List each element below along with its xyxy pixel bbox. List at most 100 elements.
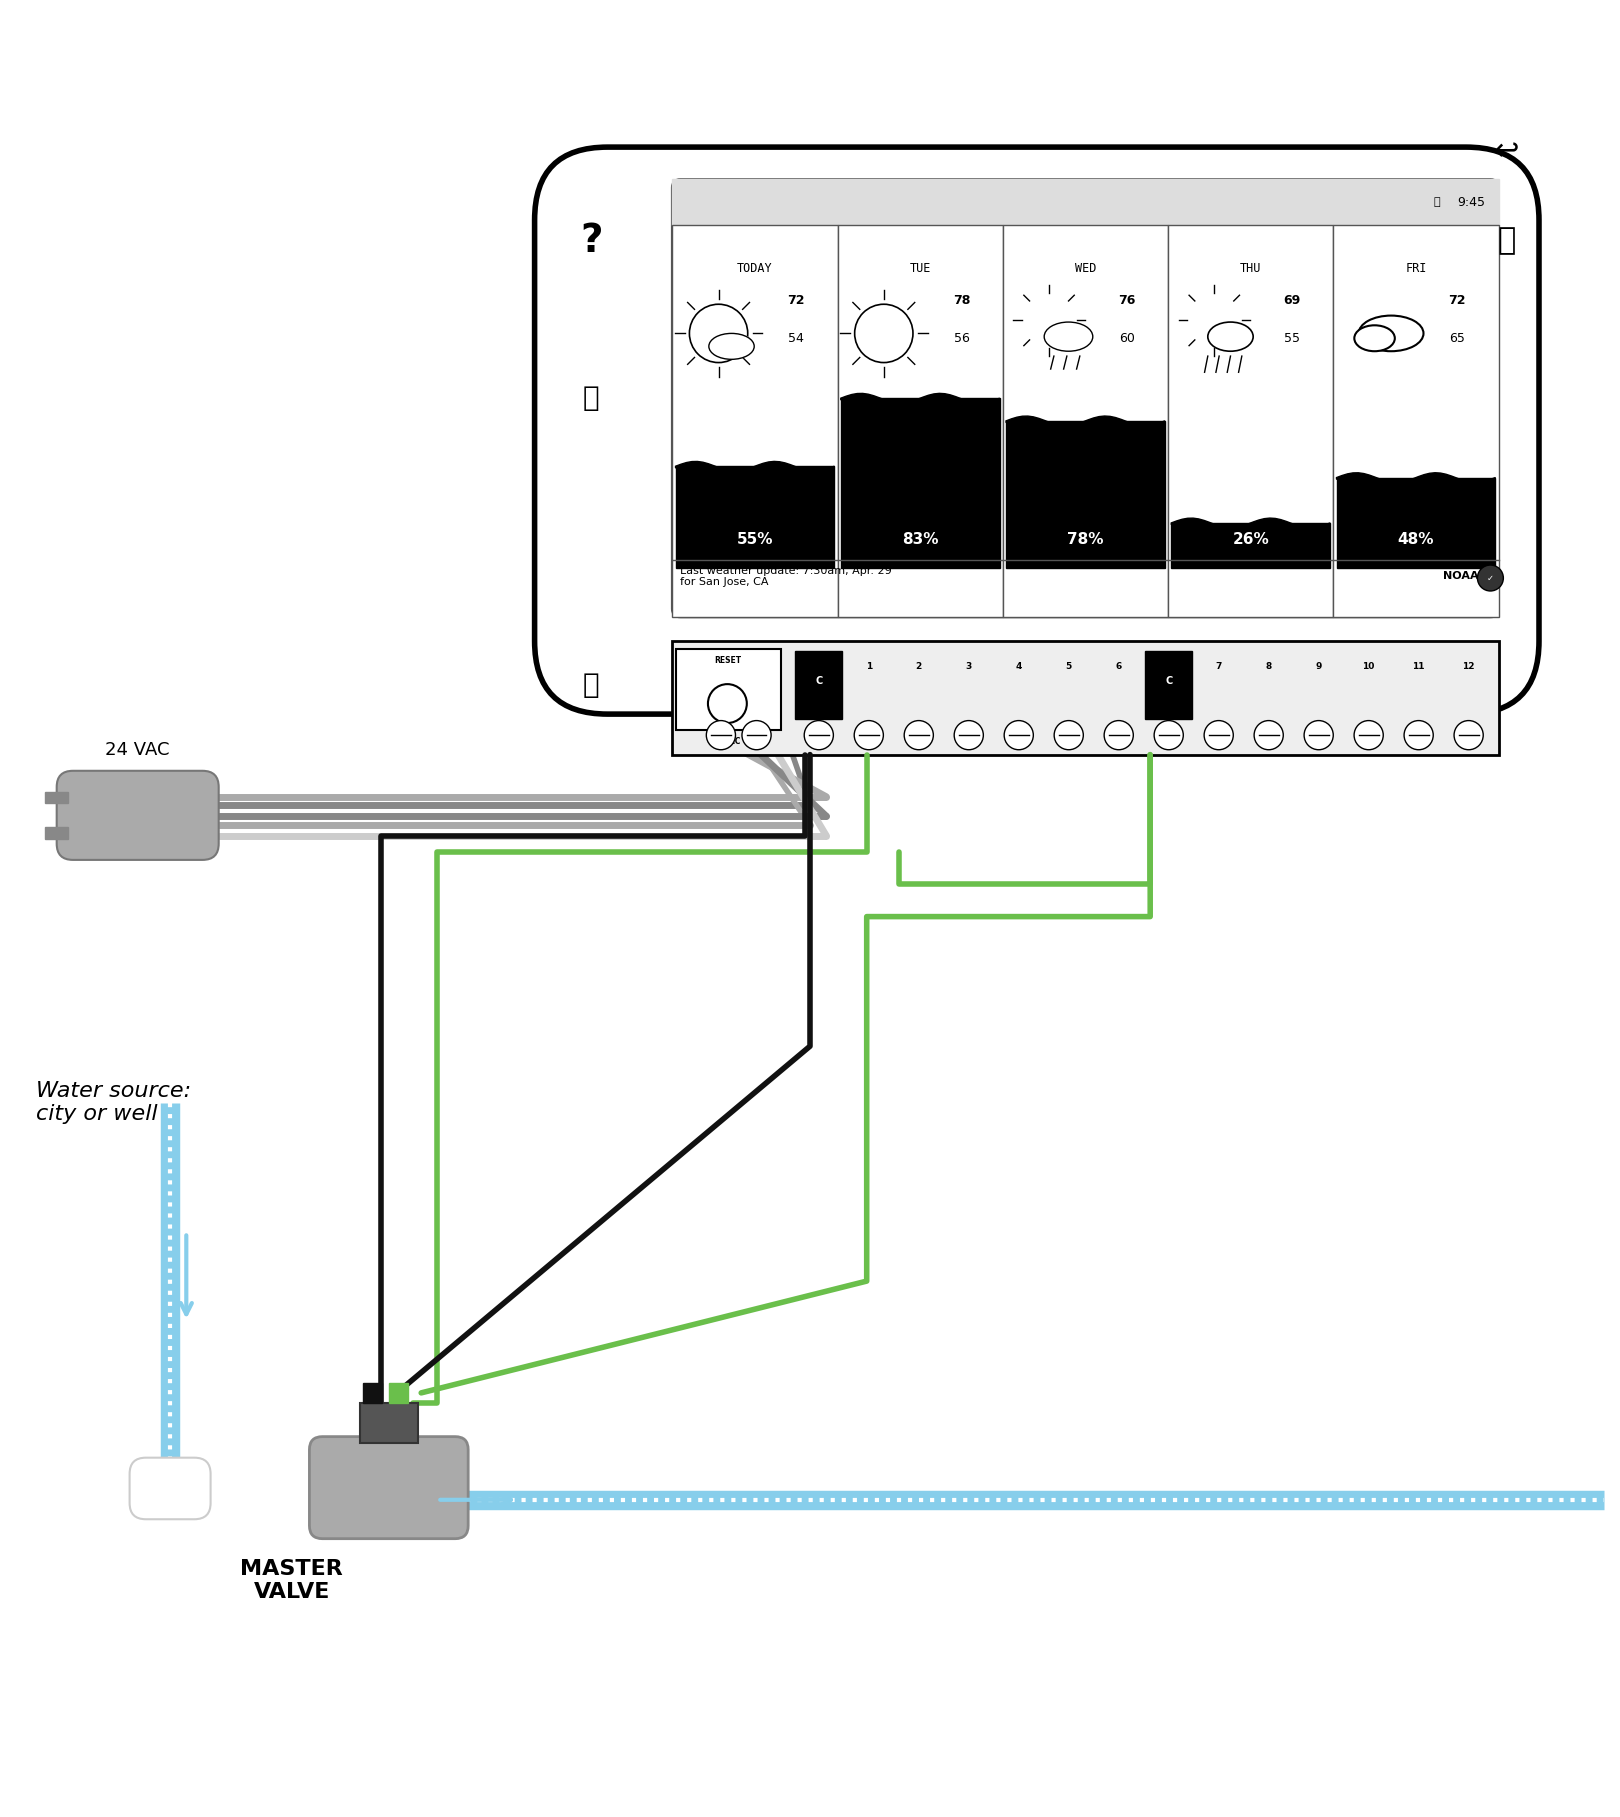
Text: 1: 1 xyxy=(865,661,872,670)
Circle shape xyxy=(1055,721,1084,750)
Bar xyxy=(1171,523,1330,569)
Text: 6: 6 xyxy=(1116,661,1123,670)
Bar xyxy=(45,792,68,803)
Circle shape xyxy=(1204,721,1233,750)
Bar xyxy=(1003,225,1168,618)
Circle shape xyxy=(954,721,983,750)
Polygon shape xyxy=(841,392,1000,403)
Circle shape xyxy=(1405,721,1434,750)
Text: 8: 8 xyxy=(1265,661,1272,670)
Bar xyxy=(672,225,838,618)
Text: 📶: 📶 xyxy=(1434,198,1440,207)
Text: 60: 60 xyxy=(1119,333,1134,345)
FancyBboxPatch shape xyxy=(309,1437,468,1539)
Text: 🏠: 🏠 xyxy=(1497,227,1516,256)
Text: ✓: ✓ xyxy=(1487,574,1494,583)
Bar xyxy=(1168,225,1333,618)
Circle shape xyxy=(1477,565,1503,591)
FancyBboxPatch shape xyxy=(57,770,219,859)
Circle shape xyxy=(904,721,933,750)
Text: ?: ? xyxy=(580,222,603,260)
Bar xyxy=(1336,478,1495,569)
Text: RESET: RESET xyxy=(714,656,740,665)
Circle shape xyxy=(1254,721,1283,750)
Text: C: C xyxy=(815,676,823,685)
Bar xyxy=(1006,422,1165,569)
Circle shape xyxy=(1304,721,1333,750)
Ellipse shape xyxy=(710,333,755,360)
Text: NOAA: NOAA xyxy=(1443,571,1479,581)
Circle shape xyxy=(742,721,771,750)
Bar xyxy=(841,398,1000,569)
Polygon shape xyxy=(1336,472,1495,483)
Text: 5: 5 xyxy=(1066,661,1072,670)
Polygon shape xyxy=(1006,416,1165,425)
Circle shape xyxy=(1105,721,1134,750)
Text: 83%: 83% xyxy=(902,532,938,547)
Text: 78%: 78% xyxy=(1068,532,1103,547)
Text: 9:45: 9:45 xyxy=(1458,196,1486,209)
Bar xyxy=(672,641,1498,754)
Circle shape xyxy=(1354,721,1383,750)
Text: Last weather update: 7:30am, Apr. 29
for San Jose, CA: Last weather update: 7:30am, Apr. 29 for… xyxy=(680,565,893,587)
Text: 24VAC: 24VAC xyxy=(714,738,740,747)
Text: 54: 54 xyxy=(789,333,804,345)
Ellipse shape xyxy=(1045,322,1094,351)
Text: 🔧: 🔧 xyxy=(583,670,599,700)
FancyBboxPatch shape xyxy=(535,147,1539,714)
Text: C: C xyxy=(1165,676,1173,685)
Bar xyxy=(389,1383,408,1403)
Text: Water source:
city or well: Water source: city or well xyxy=(36,1081,191,1125)
Text: 76: 76 xyxy=(1118,294,1136,307)
Text: 7: 7 xyxy=(1215,661,1221,670)
Text: 3: 3 xyxy=(966,661,972,670)
Circle shape xyxy=(804,721,833,750)
Text: TUE: TUE xyxy=(909,262,931,274)
Bar xyxy=(360,1403,418,1443)
Bar xyxy=(45,827,68,839)
Ellipse shape xyxy=(1354,325,1395,351)
Text: 56: 56 xyxy=(954,333,969,345)
Bar xyxy=(672,180,1498,225)
Text: 🪣: 🪣 xyxy=(583,383,599,412)
Polygon shape xyxy=(1171,518,1330,527)
Text: 55: 55 xyxy=(1285,333,1299,345)
Circle shape xyxy=(1004,721,1034,750)
Text: 26%: 26% xyxy=(1233,532,1268,547)
Circle shape xyxy=(1455,721,1484,750)
Text: TODAY: TODAY xyxy=(737,262,773,274)
Text: 69: 69 xyxy=(1283,294,1301,307)
Ellipse shape xyxy=(1209,322,1254,351)
Circle shape xyxy=(854,721,883,750)
Text: 2: 2 xyxy=(915,661,922,670)
Text: 4: 4 xyxy=(1016,661,1022,670)
Text: WED: WED xyxy=(1074,262,1097,274)
Text: MASTER
VALVE: MASTER VALVE xyxy=(240,1559,343,1603)
Bar xyxy=(795,650,842,720)
Text: FRI: FRI xyxy=(1405,262,1427,274)
Polygon shape xyxy=(676,462,834,471)
Circle shape xyxy=(708,685,747,723)
Text: ↩: ↩ xyxy=(1494,138,1520,167)
Ellipse shape xyxy=(710,333,755,360)
Bar xyxy=(1145,650,1192,720)
FancyBboxPatch shape xyxy=(130,1457,211,1519)
Text: 72: 72 xyxy=(1448,294,1466,307)
Bar xyxy=(363,1383,382,1403)
Bar xyxy=(676,467,834,569)
Bar xyxy=(1333,225,1499,618)
Circle shape xyxy=(706,721,735,750)
Text: 55%: 55% xyxy=(737,532,773,547)
Text: 72: 72 xyxy=(787,294,805,307)
Text: 11: 11 xyxy=(1413,661,1426,670)
FancyBboxPatch shape xyxy=(672,180,1498,618)
Text: 65: 65 xyxy=(1450,333,1464,345)
Text: 10: 10 xyxy=(1362,661,1375,670)
Text: 24 VAC: 24 VAC xyxy=(105,741,170,760)
Text: THU: THU xyxy=(1239,262,1262,274)
Text: 9: 9 xyxy=(1315,661,1322,670)
Text: 12: 12 xyxy=(1463,661,1474,670)
Bar xyxy=(676,649,781,730)
Circle shape xyxy=(1153,721,1183,750)
Ellipse shape xyxy=(1359,316,1424,351)
